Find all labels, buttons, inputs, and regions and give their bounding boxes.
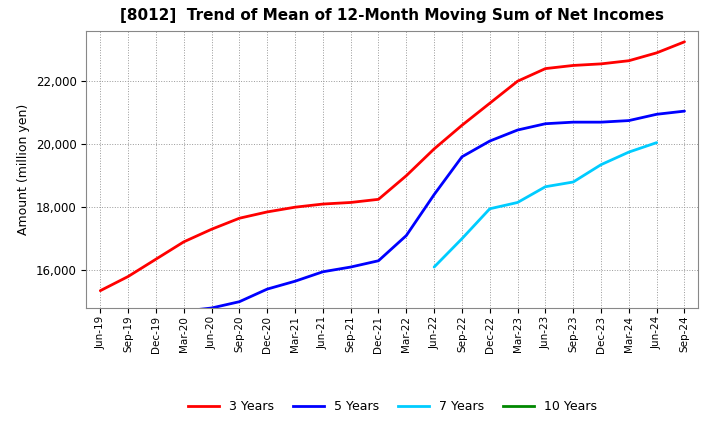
Title: [8012]  Trend of Mean of 12-Month Moving Sum of Net Incomes: [8012] Trend of Mean of 12-Month Moving … <box>120 7 665 23</box>
Legend: 3 Years, 5 Years, 7 Years, 10 Years: 3 Years, 5 Years, 7 Years, 10 Years <box>183 395 602 418</box>
Y-axis label: Amount (million yen): Amount (million yen) <box>17 104 30 235</box>
